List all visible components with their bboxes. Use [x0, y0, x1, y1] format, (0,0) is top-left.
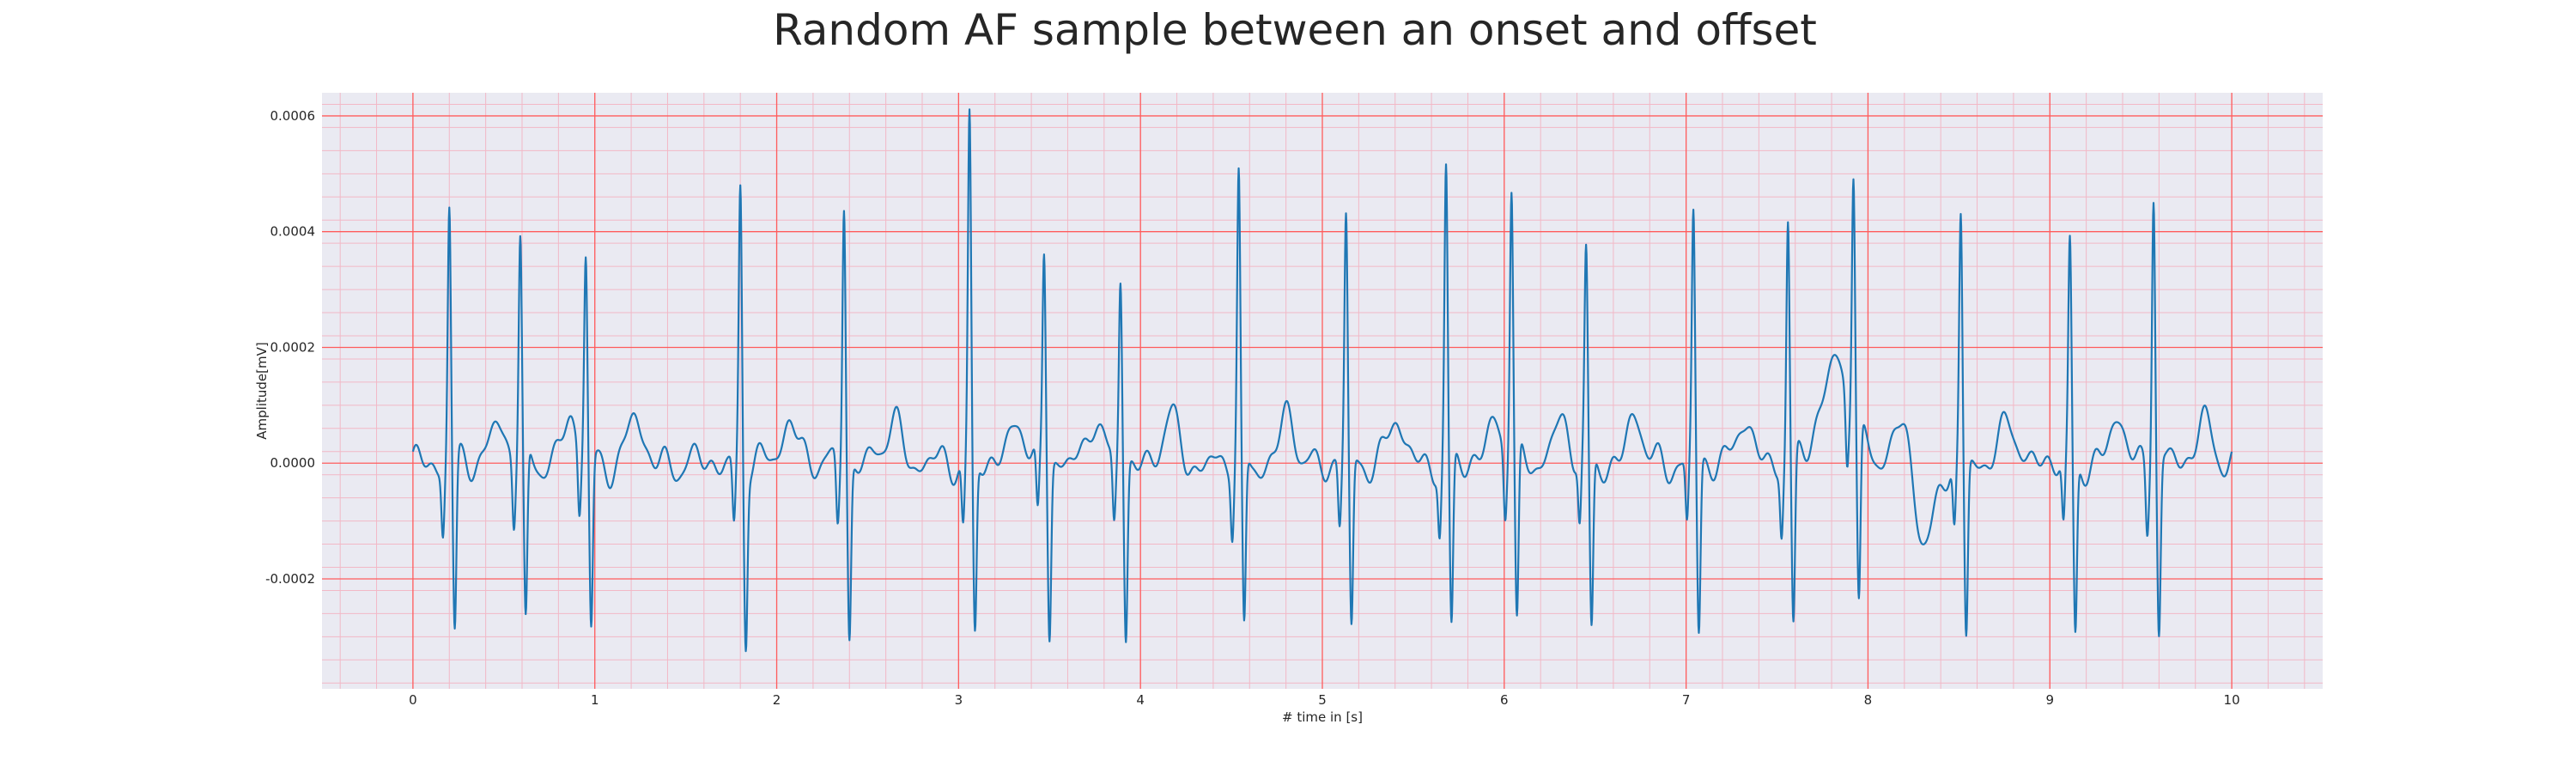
x-tick-label: 10 — [2224, 692, 2240, 708]
y-tick-label: 0.0000 — [270, 455, 316, 471]
x-tick-label: 7 — [1682, 692, 1691, 708]
x-tick-label: 9 — [2045, 692, 2054, 708]
x-tick-label: 8 — [1864, 692, 1873, 708]
x-axis-label: # time in [s] — [1282, 709, 1363, 725]
x-tick-label: 2 — [773, 692, 781, 708]
major-grid — [322, 93, 2323, 689]
y-axis-label: Amplitude[mV] — [254, 342, 270, 439]
x-tick-label: 1 — [591, 692, 599, 708]
y-tick-label: 0.0002 — [270, 339, 316, 355]
ecg-signal-line — [411, 108, 2233, 653]
x-tick-label: 0 — [409, 692, 417, 708]
x-tick-label: 5 — [1318, 692, 1327, 708]
x-tick-label: 4 — [1136, 692, 1145, 708]
chart-title: Random AF sample between an onset and of… — [773, 5, 1817, 55]
x-tick-label: 3 — [955, 692, 963, 708]
x-tick-label: 6 — [1500, 692, 1509, 708]
y-tick-label: 0.0006 — [270, 108, 316, 124]
y-axis-ticks: -0.0002 0.0000 0.0002 0.0004 0.0006 — [265, 108, 315, 587]
y-tick-label: 0.0004 — [270, 224, 316, 240]
x-axis-ticks: 0 1 2 3 4 5 6 7 8 9 10 — [409, 692, 2240, 708]
y-tick-label: -0.0002 — [265, 571, 315, 587]
